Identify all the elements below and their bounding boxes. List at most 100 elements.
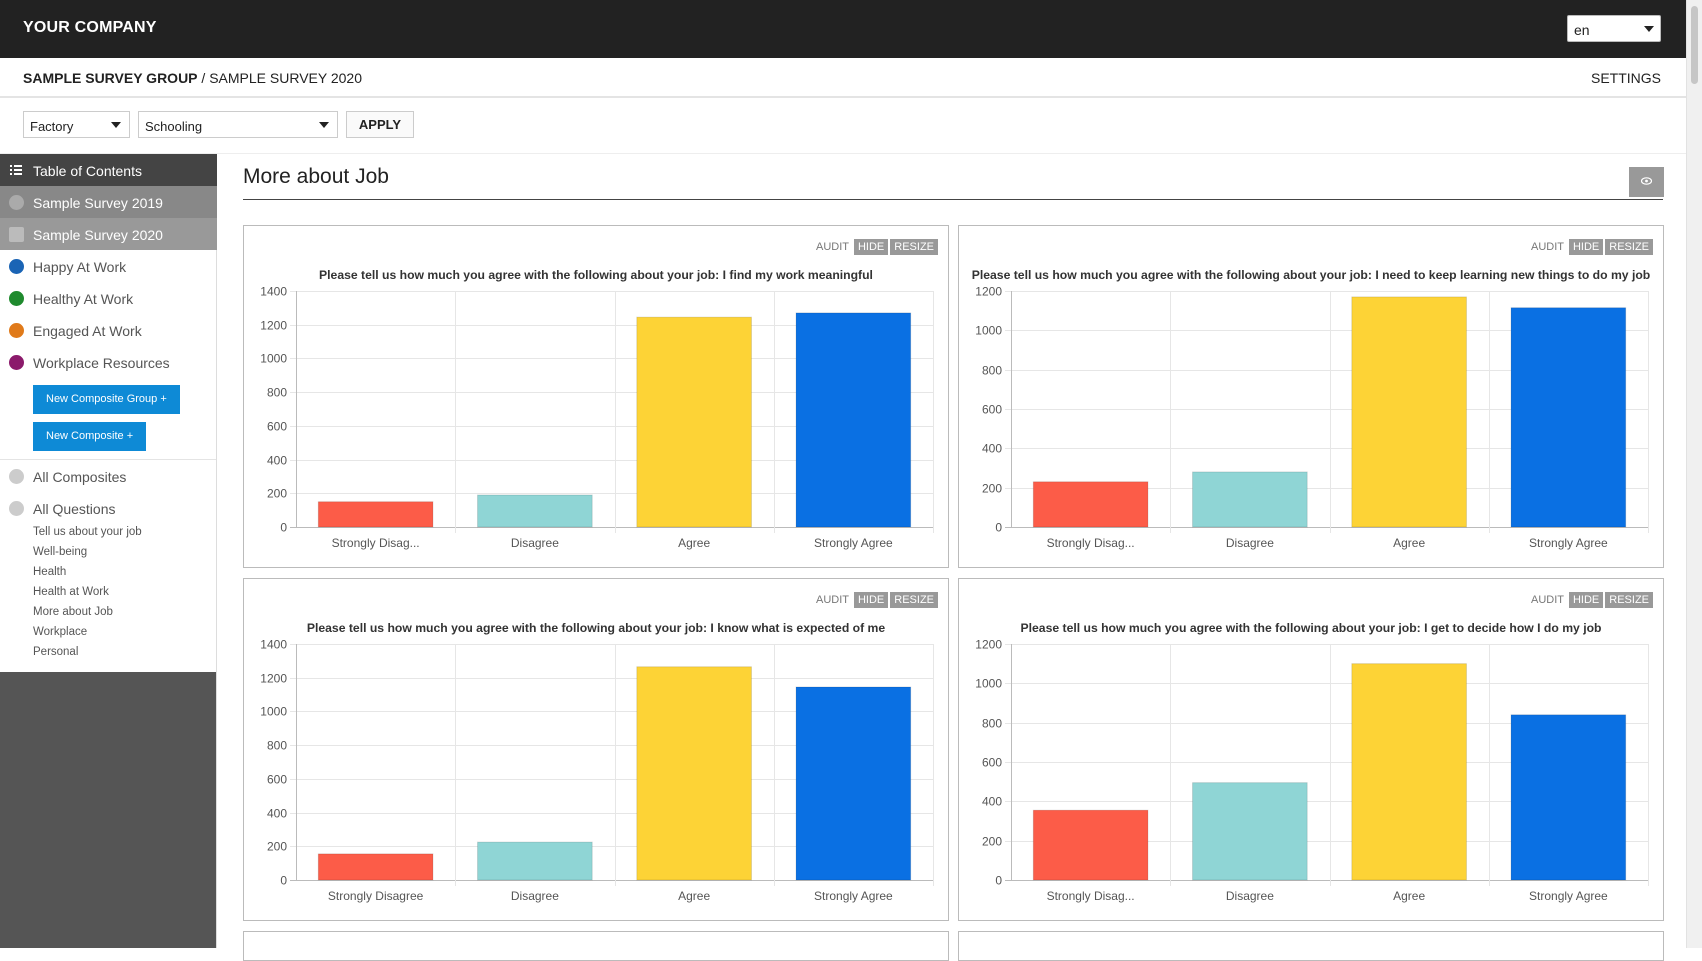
- trophy-icon: [9, 323, 24, 338]
- resize-button[interactable]: RESIZE: [890, 239, 938, 255]
- breadcrumb-separator: /: [197, 70, 210, 86]
- bar[interactable]: [1192, 471, 1308, 528]
- x-tick-label: Disagree: [511, 536, 559, 550]
- audit-link[interactable]: AUDIT: [815, 594, 849, 606]
- breadcrumb-group[interactable]: SAMPLE SURVEY GROUP: [23, 70, 198, 86]
- audit-link[interactable]: AUDIT: [1530, 594, 1564, 606]
- resize-button[interactable]: RESIZE: [1605, 239, 1653, 255]
- bar[interactable]: [1510, 714, 1627, 881]
- section-link[interactable]: Tell us about your job: [33, 526, 142, 538]
- resize-button[interactable]: RESIZE: [890, 592, 938, 608]
- group-label: Engaged At Work: [33, 323, 142, 339]
- hide-button[interactable]: HIDE: [853, 239, 889, 255]
- y-tick-label: 400: [982, 442, 1002, 456]
- x-tick-label: Strongly Disagree: [328, 889, 424, 903]
- audit-link[interactable]: AUDIT: [815, 241, 849, 253]
- hide-button[interactable]: HIDE: [853, 592, 889, 608]
- sidebar-item-all-questions[interactable]: All Questions: [0, 492, 217, 524]
- y-tick-label: 1200: [260, 319, 287, 333]
- section-link[interactable]: Health at Work: [33, 586, 109, 598]
- language-select[interactable]: en: [1567, 15, 1661, 42]
- chart-tools: AUDIT HIDE RESIZE: [1530, 592, 1653, 608]
- bar[interactable]: [1510, 307, 1627, 528]
- filter-select-2-value: Schooling: [145, 119, 203, 134]
- bar[interactable]: [1032, 481, 1149, 528]
- sidebar-item-workplace-resources[interactable]: Workplace Resources: [0, 346, 217, 378]
- hide-button[interactable]: HIDE: [1568, 239, 1604, 255]
- y-tick-label: 1200: [260, 672, 287, 686]
- y-tick-label: 1400: [260, 285, 287, 299]
- chart-panel-partial: [958, 931, 1664, 961]
- hide-button[interactable]: HIDE: [1568, 592, 1604, 608]
- section-link[interactable]: Health: [33, 566, 67, 578]
- new-composite-button[interactable]: New Composite +: [33, 422, 147, 451]
- filter-select-2[interactable]: Schooling: [138, 111, 338, 138]
- bar-chart-icon: [9, 227, 24, 242]
- home-icon: [9, 259, 24, 274]
- bar[interactable]: [317, 501, 434, 528]
- breadcrumb-bar: SAMPLE SURVEY GROUP / SAMPLE SURVEY 2020…: [0, 58, 1686, 98]
- y-tick-label: 200: [982, 482, 1002, 496]
- chart-title: Please tell us how much you agree with t…: [319, 268, 873, 282]
- bar[interactable]: [317, 853, 434, 881]
- x-tick-label: Agree: [1393, 536, 1425, 550]
- x-tick-label: Strongly Agree: [1529, 889, 1608, 903]
- bar[interactable]: [1351, 296, 1467, 528]
- bar[interactable]: [477, 494, 593, 528]
- y-tick-label: 600: [267, 773, 287, 787]
- bar[interactable]: [1192, 782, 1308, 881]
- sidebar-item-happy-at-work[interactable]: Happy At Work: [0, 250, 217, 282]
- bar[interactable]: [795, 312, 912, 528]
- brand-logo[interactable]: YOUR COMPANY: [23, 19, 157, 36]
- survey-2019-label: Sample Survey 2019: [33, 195, 163, 211]
- sidebar-item-healthy-at-work[interactable]: Healthy At Work: [0, 282, 217, 314]
- section-link[interactable]: More about Job: [33, 606, 113, 618]
- sidebar-item-survey-2020[interactable]: Sample Survey 2020: [0, 218, 217, 250]
- section-link[interactable]: Well-being: [33, 546, 88, 558]
- settings-link[interactable]: SETTINGS: [1591, 70, 1662, 86]
- toggle-visibility-button[interactable]: [1629, 167, 1664, 197]
- y-tick-label: 400: [267, 807, 287, 821]
- scrollbar-thumb[interactable]: [1691, 6, 1698, 84]
- chart-panel: AUDIT HIDE RESIZE Please tell us how much y…: [243, 225, 949, 568]
- people-icon: [9, 355, 24, 370]
- audit-link[interactable]: AUDIT: [1530, 241, 1564, 253]
- sidebar-toc-label: Table of Contents: [33, 163, 142, 179]
- sidebar-divider: [0, 459, 216, 460]
- language-value: en: [1574, 22, 1590, 38]
- sidebar-item-engaged-at-work[interactable]: Engaged At Work: [0, 314, 217, 346]
- y-tick-label: 400: [267, 454, 287, 468]
- bar[interactable]: [795, 686, 912, 881]
- x-tick-label: Strongly Agree: [814, 536, 893, 550]
- filter-select-1[interactable]: Factory: [23, 111, 130, 138]
- bar[interactable]: [477, 841, 593, 881]
- sidebar-toc[interactable]: Table of Contents: [0, 154, 217, 186]
- section-link[interactable]: Workplace: [33, 626, 88, 638]
- section-link[interactable]: Personal: [33, 646, 79, 658]
- page-scrollbar[interactable]: [1686, 0, 1702, 948]
- bar[interactable]: [1032, 809, 1149, 881]
- bar[interactable]: [636, 666, 752, 881]
- y-tick-label: 1200: [975, 638, 1002, 652]
- composites-icon: [9, 469, 24, 484]
- resize-button[interactable]: RESIZE: [1605, 592, 1653, 608]
- chevron-down-icon: [319, 122, 329, 128]
- bar[interactable]: [1351, 663, 1467, 881]
- group-label: Happy At Work: [33, 259, 127, 275]
- y-tick-label: 800: [982, 364, 1002, 378]
- new-composite-group-button[interactable]: New Composite Group +: [33, 385, 180, 414]
- x-tick-label: Agree: [678, 889, 710, 903]
- breadcrumb-survey[interactable]: SAMPLE SURVEY 2020: [209, 70, 362, 86]
- sidebar-item-survey-2019[interactable]: Sample Survey 2019: [0, 186, 217, 218]
- x-tick-label: Disagree: [1226, 536, 1274, 550]
- chart-tools: AUDIT HIDE RESIZE: [815, 592, 938, 608]
- apply-button[interactable]: APPLY: [346, 111, 414, 138]
- eye-icon: [1641, 177, 1652, 185]
- sidebar: Table of Contents Sample Survey 2019 Sam…: [0, 154, 217, 948]
- filter-select-1-value: Factory: [30, 119, 74, 134]
- bar[interactable]: [636, 316, 752, 528]
- x-tick-label: Strongly Disag...: [332, 536, 420, 550]
- bar-chart: 0 200 400 600 800 1000 1200 Strongly Disag... Di…: [975, 285, 1649, 550]
- sidebar-item-all-composites[interactable]: All Composites: [0, 460, 217, 492]
- y-tick-label: 1000: [260, 352, 287, 366]
